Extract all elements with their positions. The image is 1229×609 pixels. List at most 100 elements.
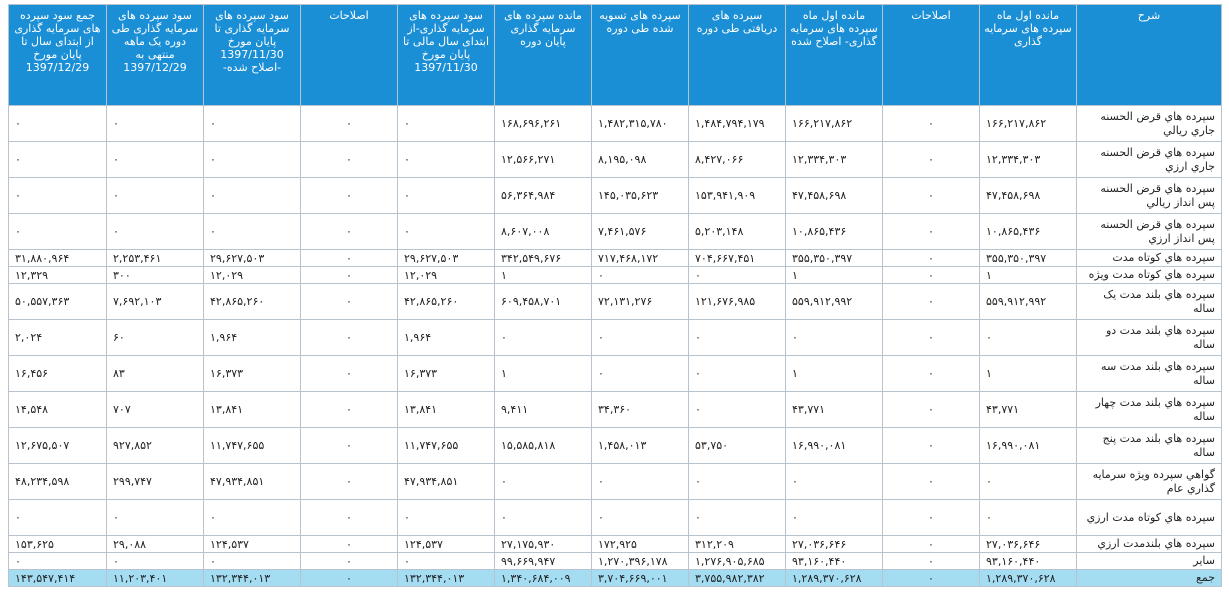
column-header: سود سپرده های سرمایه گذاری طی دوره یک ما…	[106, 4, 204, 106]
row-description: سپرده هاي بلند مدت سه ساله	[1076, 355, 1222, 392]
value-cell: ۱۲,۰۲۹	[397, 266, 495, 284]
table-row: سپرده هاي قرض الحسنه جاري ريالي ۱۶۶,۲۱۷,۸…	[8, 105, 1222, 142]
value-cell: ۹,۴۱۱	[494, 391, 592, 428]
row-description: سپرده هاي بلند مدت پنج ساله	[1076, 427, 1222, 464]
value-cell: ۰	[106, 105, 204, 142]
value-cell: ۰	[300, 427, 398, 464]
value-cell: ۳۱۲,۲۰۹	[688, 535, 786, 553]
value-cell: ۰	[591, 319, 689, 356]
value-cell: ۱۶,۳۷۳	[203, 355, 301, 392]
value-cell: ۱۷۲,۹۲۵	[591, 535, 689, 553]
column-header: مانده اول ماه سپرده های سرمایه گذاری- اص…	[785, 4, 883, 106]
value-cell: ۱۵,۵۸۵,۸۱۸	[494, 427, 592, 464]
value-cell: ۰	[106, 177, 204, 214]
value-cell: ۰	[882, 319, 980, 356]
value-cell: ۳۵۵,۳۵۰,۳۹۷	[785, 249, 883, 267]
value-cell: ۱۵۳,۶۲۵	[8, 535, 107, 553]
value-cell: ۴۲,۸۶۵,۲۶۰	[397, 283, 495, 320]
value-cell: ۴۸,۲۳۴,۵۹۸	[8, 463, 107, 500]
value-cell: ۰	[300, 463, 398, 500]
row-description: سپرده هاي بلندمدت ارزي	[1076, 535, 1222, 553]
value-cell: ۱,۲۸۹,۳۷۰,۶۲۸	[979, 569, 1077, 587]
value-cell: ۱,۲۸۹,۳۷۰,۶۲۸	[785, 569, 883, 587]
value-cell: ۰	[591, 266, 689, 284]
value-cell: ۰	[106, 499, 204, 536]
value-cell: ۴۷,۹۳۴,۸۵۱	[397, 463, 495, 500]
table-body: سپرده هاي قرض الحسنه جاري ريالي ۱۶۶,۲۱۷,۸…	[8, 105, 1222, 587]
value-cell: ۱	[494, 266, 592, 284]
column-header: سود سپرده های سرمایه گذاری-از ابتدای سال…	[397, 4, 495, 106]
value-cell: ۰	[882, 141, 980, 178]
row-description: گواهي سپرده ويژه سرمايه گذاري عام	[1076, 463, 1222, 500]
table-row: سپرده هاي قرض الحسنه پس انداز ارزي ۱۰,۸۶۵…	[8, 213, 1222, 250]
value-cell: ۰	[8, 499, 107, 536]
column-header: شرح	[1076, 4, 1222, 106]
value-cell: ۱,۳۴۰,۶۸۴,۰۰۹	[494, 569, 592, 587]
table-row: سپرده هاي قرض الحسنه پس انداز ريالي ۴۷,۴۵…	[8, 177, 1222, 214]
value-cell: ۰	[106, 213, 204, 250]
value-cell: ۱,۲۷۰,۳۹۶,۱۷۸	[591, 552, 689, 570]
value-cell: ۰	[882, 355, 980, 392]
value-cell: ۸۳	[106, 355, 204, 392]
value-cell: ۷۱۷,۴۶۸,۱۷۲	[591, 249, 689, 267]
value-cell: ۲۹۹,۷۴۷	[106, 463, 204, 500]
value-cell: ۱۶,۹۹۰,۰۸۱	[979, 427, 1077, 464]
value-cell: ۸,۱۹۵,۰۹۸	[591, 141, 689, 178]
value-cell: ۰	[785, 499, 883, 536]
value-cell: ۰	[300, 355, 398, 392]
value-cell: ۱۴,۵۴۸	[8, 391, 107, 428]
table-row: سپرده هاي بلند مدت يک ساله ۵۵۹,۹۱۲,۹۹۲ ۰ ۵۵…	[8, 283, 1222, 320]
value-cell: ۰	[882, 283, 980, 320]
value-cell: ۱۴۳,۵۴۷,۴۱۴	[8, 569, 107, 587]
value-cell: ۰	[688, 266, 786, 284]
value-cell: ۰	[882, 427, 980, 464]
value-cell: ۱۱,۲۰۳,۴۰۱	[106, 569, 204, 587]
value-cell: ۱۶,۹۹۰,۰۸۱	[785, 427, 883, 464]
value-cell: ۰	[882, 177, 980, 214]
value-cell: ۰	[397, 105, 495, 142]
row-description: سپرده هاي بلند مدت چهار ساله	[1076, 391, 1222, 428]
value-cell: ۱۲۱,۶۷۶,۹۸۵	[688, 283, 786, 320]
value-cell: ۷۰۴,۶۶۷,۴۵۱	[688, 249, 786, 267]
value-cell: ۲۹,۶۲۷,۵۰۳	[397, 249, 495, 267]
value-cell: ۱۲,۳۳۴,۳۰۳	[785, 141, 883, 178]
value-cell: ۲۷,۰۳۶,۶۴۶	[979, 535, 1077, 553]
value-cell: ۰	[300, 141, 398, 178]
value-cell: ۰	[882, 105, 980, 142]
value-cell: ۱۵۳,۹۴۱,۹۰۹	[688, 177, 786, 214]
total-label: جمع	[1076, 569, 1222, 587]
value-cell: ۳۴,۳۶۰	[591, 391, 689, 428]
value-cell: ۰	[882, 569, 980, 587]
value-cell: ۰	[785, 319, 883, 356]
value-cell: ۰	[979, 319, 1077, 356]
value-cell: ۳۴۲,۵۴۹,۶۷۶	[494, 249, 592, 267]
value-cell: ۶۰۹,۴۵۸,۷۰۱	[494, 283, 592, 320]
header-row: شرح مانده اول ماه سپرده های سرمایه گذاری ا…	[8, 4, 1222, 106]
value-cell: ۰	[591, 499, 689, 536]
column-header: جمع سود سپرده های سرمایه گذاری از ابتدای…	[8, 4, 107, 106]
value-cell: ۰	[688, 391, 786, 428]
value-cell: ۰	[300, 213, 398, 250]
value-cell: ۱۲,۰۲۹	[203, 266, 301, 284]
value-cell: ۱۱,۷۴۷,۶۵۵	[397, 427, 495, 464]
value-cell: ۱۴۵,۰۳۵,۶۲۳	[591, 177, 689, 214]
value-cell: ۰	[882, 463, 980, 500]
value-cell: ۱۲,۶۷۵,۵۰۷	[8, 427, 107, 464]
value-cell: ۲,۰۲۴	[8, 319, 107, 356]
value-cell: ۱	[979, 266, 1077, 284]
deposits-table: شرح مانده اول ماه سپرده های سرمایه گذاری ا…	[8, 4, 1222, 587]
value-cell: ۰	[300, 249, 398, 267]
value-cell: ۰	[300, 266, 398, 284]
value-cell: ۱,۹۶۴	[203, 319, 301, 356]
column-header: سپرده های دریافتی طی دوره	[688, 4, 786, 106]
value-cell: ۱۶۸,۶۹۶,۲۶۱	[494, 105, 592, 142]
value-cell: ۰	[688, 463, 786, 500]
table-row: سپرده هاي کوتاه مدت ۳۵۵,۳۵۰,۳۹۷ ۰ ۳۵۵,۳۵۰,۳…	[8, 249, 1222, 267]
value-cell: ۴۳,۷۷۱	[979, 391, 1077, 428]
table-row: سپرده هاي بلند مدت پنج ساله ۱۶,۹۹۰,۰۸۱ ۰ ۱۶…	[8, 427, 1222, 464]
value-cell: ۳۵۵,۳۵۰,۳۹۷	[979, 249, 1077, 267]
value-cell: ۰	[882, 499, 980, 536]
column-header: مانده سپرده های سرمایه گذاری پایان دوره	[494, 4, 592, 106]
value-cell: ۷,۶۹۲,۱۰۳	[106, 283, 204, 320]
value-cell: ۴۷,۴۵۸,۶۹۸	[979, 177, 1077, 214]
